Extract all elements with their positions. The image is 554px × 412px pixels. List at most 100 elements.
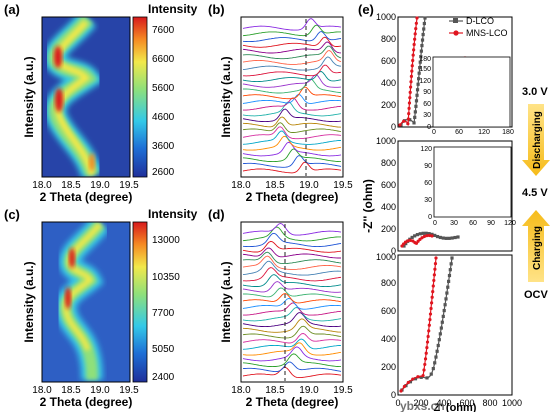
data-point	[434, 355, 438, 359]
data-point	[411, 377, 415, 381]
series-line	[242, 24, 341, 37]
data-point	[406, 117, 410, 121]
data-point	[415, 88, 420, 92]
data-point	[398, 123, 402, 127]
eis-top-yticks: 0 200 400 600 800 1000	[376, 12, 396, 132]
colorbar-tick-label: 2600	[152, 167, 175, 178]
x-tick-label: 60	[455, 129, 463, 136]
inset-2: 0 30 60 90 120 0 30 60 90 120	[420, 146, 516, 227]
series-line	[242, 31, 342, 43]
series-line	[242, 122, 342, 133]
legend-marker-d-lco	[453, 18, 458, 23]
x-tick-label: 18.0	[231, 385, 251, 396]
data-point	[416, 375, 420, 379]
data-point	[411, 53, 415, 57]
series-line	[242, 346, 342, 362]
y-tick-label: 600	[381, 180, 396, 190]
data-point	[432, 278, 436, 283]
data-point	[444, 297, 448, 301]
series-line	[242, 74, 342, 88]
panel-c: (c) Intensity (a.u.) 18.0 18.5 19.0 19.5…	[4, 207, 198, 409]
legend-marker-mns-lco	[453, 30, 459, 36]
data-point	[449, 262, 453, 266]
x-tick-label: 180	[502, 129, 514, 136]
colorbar-a-title: Intensity	[148, 2, 198, 16]
legend-label-mns-lco: MNS-LCO	[466, 28, 508, 38]
data-point	[407, 112, 411, 116]
x-tick-label: 18.5	[61, 180, 81, 191]
y-tick-label: 30	[423, 112, 431, 119]
series-line	[242, 281, 342, 293]
colorbar-tick-label: 5600	[152, 83, 175, 94]
panel-d: (d) Intensity (a.u.) 18.0 18.5 19.0 19.5…	[208, 207, 353, 409]
series-line	[242, 247, 341, 259]
y-tick-label: 400	[381, 334, 396, 344]
series-line	[243, 78, 342, 94]
data-point	[424, 351, 428, 355]
data-point	[416, 82, 420, 86]
data-point	[408, 90, 412, 94]
data-point	[448, 268, 452, 272]
y-tick-label: 0	[427, 124, 431, 131]
series-line	[242, 274, 342, 288]
series-line	[242, 101, 342, 117]
y-tick-label: 90	[424, 163, 432, 170]
data-point	[402, 384, 407, 389]
data-point	[425, 376, 429, 380]
series-line	[242, 353, 341, 368]
x-tick-label: 600	[459, 398, 474, 408]
x-tick-label: 18.5	[265, 385, 285, 396]
data-point	[402, 119, 406, 123]
x-tick-label: 200	[413, 398, 428, 408]
data-point	[440, 320, 444, 324]
data-point	[433, 233, 437, 238]
inset-1-yticks: 0 30 60 90 120 150 180	[419, 56, 431, 131]
eis-bot-yticks: 0 200 400 600 800 1000	[376, 252, 396, 400]
colorbar-tick-label: 3600	[152, 141, 175, 152]
series-line	[242, 130, 342, 145]
series-line	[242, 342, 342, 356]
data-point	[425, 346, 429, 350]
discharging-label: Discharging	[532, 111, 543, 169]
series-line	[242, 41, 342, 54]
data-point	[431, 290, 435, 294]
panel-a-xticks: 18.0 18.5 19.0 19.5	[32, 180, 139, 191]
series-line	[242, 56, 342, 71]
y-tick-label: 60	[424, 180, 432, 187]
data-point	[438, 332, 442, 336]
y-tick-label: 120	[419, 78, 431, 85]
eis-bot-axes	[397, 254, 513, 396]
data-point	[406, 380, 410, 385]
colorbar-tick-label: 10350	[152, 272, 180, 283]
data-point	[406, 239, 410, 243]
legend-label-d-lco: D-LCO	[466, 16, 494, 26]
y-tick-label: 120	[420, 146, 432, 153]
x-tick-label: 30	[450, 220, 458, 227]
data-point	[422, 368, 426, 372]
panel-e: (e) 0 200 400 600 800 1000 0 200 400 600…	[358, 2, 550, 412]
x-tick-label: 19.5	[119, 385, 139, 396]
watermark: ybxs.cn	[400, 399, 445, 412]
data-point	[408, 238, 412, 242]
data-point	[424, 231, 428, 235]
eis-mid-yticks: 0 200 400 600 800 1000	[376, 136, 396, 256]
inset-1-xticks: 0 60 120 180	[432, 129, 514, 136]
data-point	[408, 96, 412, 100]
state-label-ocv: OCV	[524, 289, 549, 301]
state-label-3v: 3.0 V	[522, 86, 548, 98]
data-point	[447, 236, 451, 240]
x-tick-label: 18.0	[231, 180, 251, 191]
data-point	[433, 262, 438, 266]
data-point	[410, 235, 414, 240]
series-line	[243, 64, 342, 77]
data-point	[423, 357, 428, 361]
colorbar-c-ticks: 13000 10350 7700 5050 2400	[152, 235, 180, 383]
panel-e-ylabel: -Z'' (ohm)	[361, 179, 375, 233]
data-point	[428, 318, 432, 322]
colorbar-tick-label: 2400	[152, 372, 175, 383]
y-tick-label: 800	[381, 158, 396, 168]
x-tick-label: 1000	[502, 398, 522, 408]
x-tick-label: 60	[469, 220, 477, 227]
data-point	[427, 233, 432, 238]
data-point	[415, 93, 419, 97]
